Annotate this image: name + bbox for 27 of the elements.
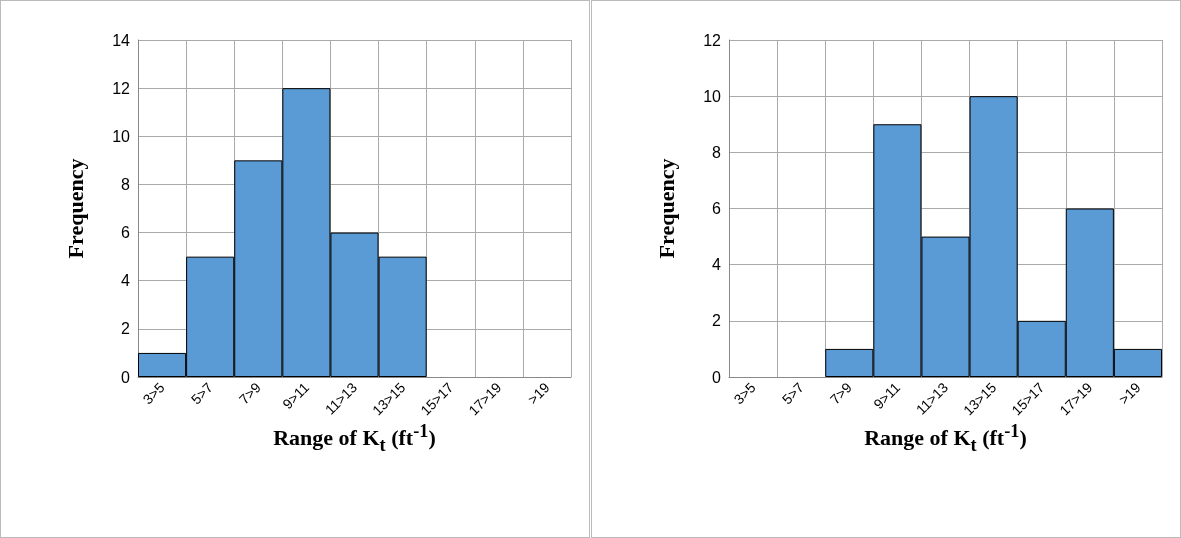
x-tick-label: >19 xyxy=(524,379,553,408)
y-tick-label: 12 xyxy=(112,79,131,97)
x-tick-label: 3>5 xyxy=(730,379,759,408)
x-tick-label: 5>7 xyxy=(778,379,807,408)
x-tick-label: >19 xyxy=(1115,379,1144,408)
y-tick-label: 12 xyxy=(703,31,722,49)
y-tick-label: 2 xyxy=(121,320,131,338)
y-tick-label: 14 xyxy=(112,31,131,49)
y-tick-label: 8 xyxy=(712,143,722,161)
y-tick-label: 0 xyxy=(712,368,722,386)
y-tick-label: 4 xyxy=(712,256,722,274)
y-tick-label: 6 xyxy=(121,224,131,242)
y-tick-label: 10 xyxy=(703,87,722,105)
y-axis-title: Frequency xyxy=(62,158,88,259)
y-tick-label: 10 xyxy=(112,127,131,145)
x-tick-label: 3>5 xyxy=(139,379,168,408)
x-tick-label: 7>9 xyxy=(826,379,856,408)
x-axis-title: Range of K$_{t}$ (ft$^{-1}$) xyxy=(273,421,436,456)
x-axis-title: Range of K$_{t}$ (ft$^{-1}$) xyxy=(864,421,1027,456)
y-tick-label: 2 xyxy=(712,312,722,330)
y-axis-title: Frequency xyxy=(653,158,679,259)
x-tick-label: 7>9 xyxy=(235,379,265,408)
y-tick-label: 0 xyxy=(121,368,131,386)
x-tick-label: 5>7 xyxy=(187,379,216,408)
y-tick-label: 4 xyxy=(121,272,131,290)
y-tick-label: 8 xyxy=(121,175,131,193)
y-tick-label: 6 xyxy=(712,200,722,217)
